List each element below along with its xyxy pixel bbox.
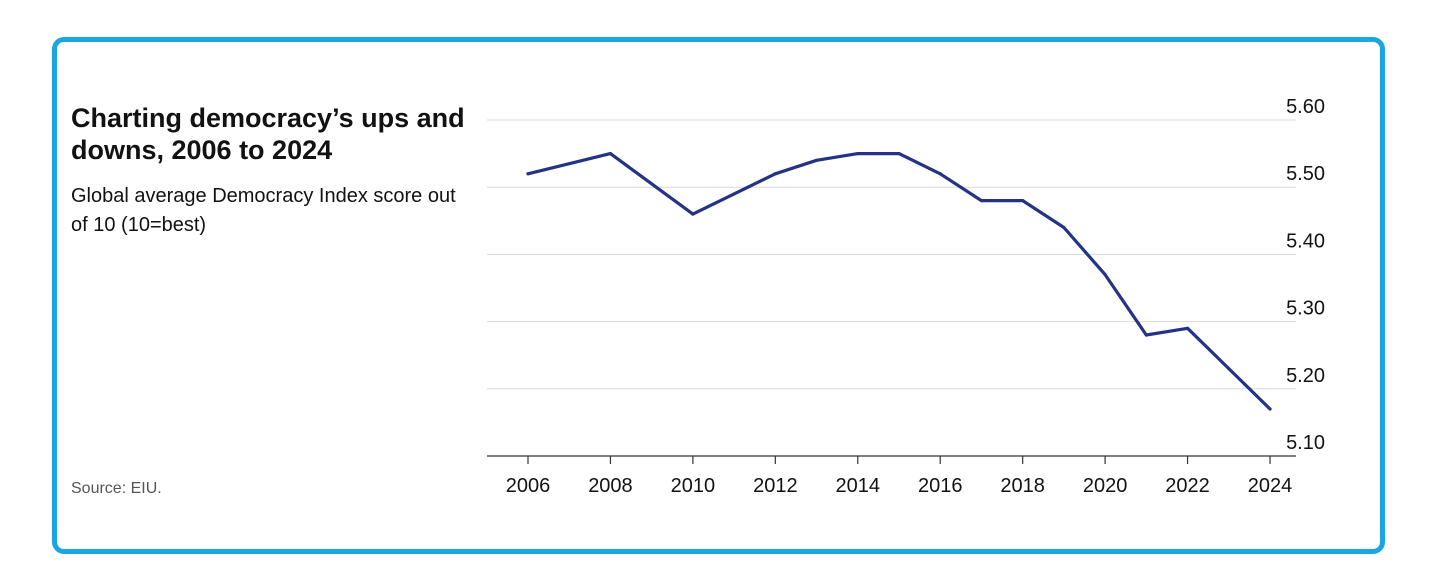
chart-card: Charting democracy’s ups and downs, 2006…: [52, 37, 1385, 554]
data-point: [691, 212, 695, 216]
x-axis: [487, 455, 1296, 464]
data-point: [897, 152, 901, 156]
data-point: [1021, 199, 1025, 203]
y-tick-label: 5.40: [1286, 230, 1325, 252]
data-point: [938, 172, 942, 176]
x-tick-label: 2010: [671, 475, 716, 497]
data-point: [1227, 367, 1231, 371]
series-layer: [526, 152, 1272, 411]
data-point: [608, 152, 613, 156]
x-tick-label: 2014: [836, 475, 881, 497]
chart-subtitle: Global average Democracy Index score out…: [71, 185, 456, 236]
data-point: [1062, 225, 1066, 230]
series-line-0: [526, 152, 1272, 411]
data-point: [979, 199, 984, 203]
data-point: [1185, 326, 1190, 330]
x-tick-label: 2008: [588, 475, 633, 497]
data-point: [1268, 407, 1272, 411]
data-point: [773, 172, 777, 176]
data-point: [732, 192, 736, 196]
data-point: [814, 158, 819, 162]
chart-title: Charting democracy’s ups and downs, 2006…: [71, 103, 465, 165]
y-tick-labels: 5.10 5.20 5.30 5.40 5.50 5.60: [1286, 96, 1325, 454]
data-point: [526, 172, 530, 176]
data-point: [1144, 333, 1148, 337]
y-tick-label: 5.10: [1286, 432, 1325, 454]
data-point: [1103, 272, 1107, 277]
x-tick-label: 2012: [753, 475, 798, 497]
y-tick-label: 5.20: [1286, 365, 1325, 387]
x-tick-label: 2024: [1248, 475, 1293, 497]
y-tick-label: 5.50: [1286, 163, 1325, 185]
x-tick-labels: 2006 2008 2010 2012 2014 2016 2018 2020 2022 2024: [506, 475, 1293, 497]
gridlines: [487, 119, 1296, 390]
y-tick-label: 5.60: [1286, 96, 1325, 118]
x-tick-label: 2020: [1083, 475, 1128, 497]
x-tick-label: 2022: [1165, 475, 1210, 497]
y-tick-label: 5.30: [1286, 298, 1325, 320]
x-tick-label: 2016: [918, 475, 963, 497]
x-tick-label: 2018: [1000, 475, 1045, 497]
x-tick-label: 2006: [506, 475, 551, 497]
source-note: Source: EIU.: [71, 480, 162, 497]
data-point: [856, 152, 860, 156]
